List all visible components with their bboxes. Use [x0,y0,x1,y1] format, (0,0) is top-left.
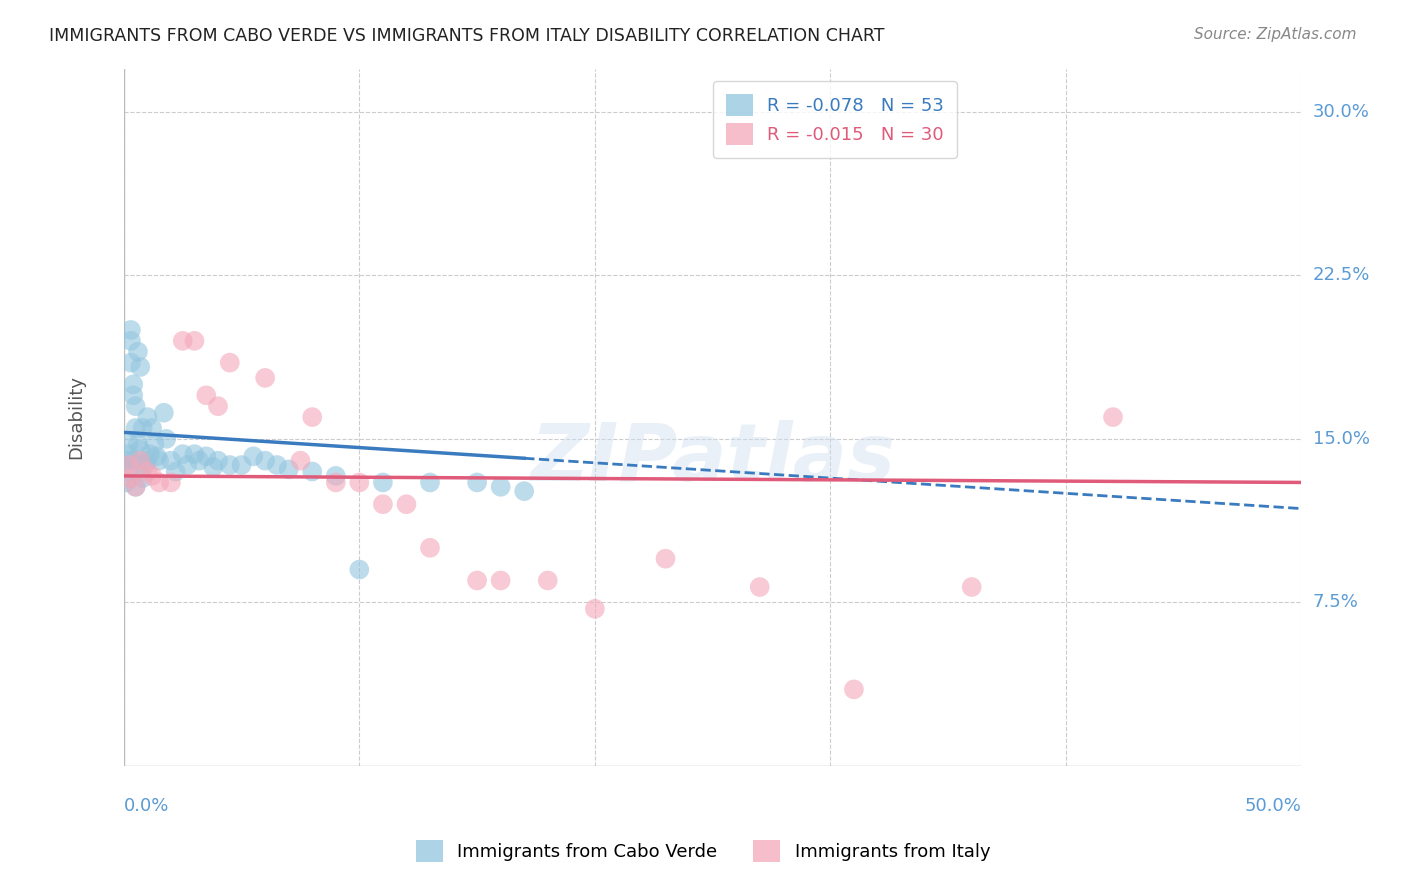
Point [465,475,488,490]
Point [148,453,170,467]
Point [120,471,142,485]
Point [489,480,512,494]
Point [301,465,323,479]
Legend: Immigrants from Cabo Verde, Immigrants from Italy: Immigrants from Cabo Verde, Immigrants f… [408,833,998,870]
Point [207,453,229,467]
Text: 30.0%: 30.0% [1313,103,1369,121]
Point [254,453,277,467]
Point [465,574,488,588]
Point [277,462,299,476]
Point [134,458,156,472]
Point [127,344,149,359]
Point [124,480,146,494]
Point [124,480,146,494]
Point [349,475,371,490]
Point [654,551,676,566]
Text: Source: ZipAtlas.com: Source: ZipAtlas.com [1194,27,1357,42]
Point [122,388,145,402]
Point [207,399,229,413]
Text: 22.5%: 22.5% [1313,267,1369,285]
Point [960,580,983,594]
Text: 7.5%: 7.5% [1313,593,1358,611]
Point [419,475,441,490]
Point [115,453,138,467]
Point [146,450,169,464]
Text: 0.0%: 0.0% [124,797,169,815]
Point [254,371,277,385]
Point [131,471,153,485]
Point [290,453,312,467]
Point [537,574,560,588]
Point [117,465,139,479]
Point [489,574,512,588]
Point [842,682,865,697]
Point [1102,410,1125,425]
Point [183,334,205,348]
Point [218,458,240,472]
Point [117,447,139,461]
Point [136,465,159,479]
Point [301,410,323,425]
Point [117,436,139,450]
Point [371,475,394,490]
Point [127,436,149,450]
Point [122,377,145,392]
Point [160,475,183,490]
Point [136,410,159,425]
Point [148,475,170,490]
Point [748,580,770,594]
Point [202,460,225,475]
Point [122,453,145,467]
Point [419,541,441,555]
Point [325,469,347,483]
Text: Disability: Disability [67,376,86,459]
Point [120,334,142,348]
Point [349,563,371,577]
Point [124,421,146,435]
Legend: R = -0.078   N = 53, R = -0.015   N = 30: R = -0.078 N = 53, R = -0.015 N = 30 [713,81,956,158]
Text: 15.0%: 15.0% [1313,430,1369,448]
Point [183,447,205,461]
Point [195,388,218,402]
Point [120,356,142,370]
Point [141,421,163,435]
Point [124,399,146,413]
Text: IMMIGRANTS FROM CABO VERDE VS IMMIGRANTS FROM ITALY DISABILITY CORRELATION CHART: IMMIGRANTS FROM CABO VERDE VS IMMIGRANTS… [49,27,884,45]
Point [172,334,194,348]
Point [131,421,153,435]
Point [325,475,347,490]
Text: 50.0%: 50.0% [1244,797,1302,815]
Point [155,432,177,446]
Point [129,442,152,457]
Point [395,497,418,511]
Point [172,447,194,461]
Point [141,469,163,483]
Point [371,497,394,511]
Point [138,447,160,461]
Point [160,453,183,467]
Point [117,458,139,472]
Point [513,484,536,499]
Point [115,475,138,490]
Point [195,450,218,464]
Point [165,465,187,479]
Point [218,356,240,370]
Point [153,406,176,420]
Point [129,453,152,467]
Text: ZIPatlas: ZIPatlas [530,420,896,498]
Point [120,323,142,337]
Point [176,458,198,472]
Point [231,458,253,472]
Point [129,359,152,374]
Point [188,453,211,467]
Point [143,436,166,450]
Point [266,458,288,472]
Point [583,602,606,616]
Point [136,453,159,467]
Point [242,450,264,464]
